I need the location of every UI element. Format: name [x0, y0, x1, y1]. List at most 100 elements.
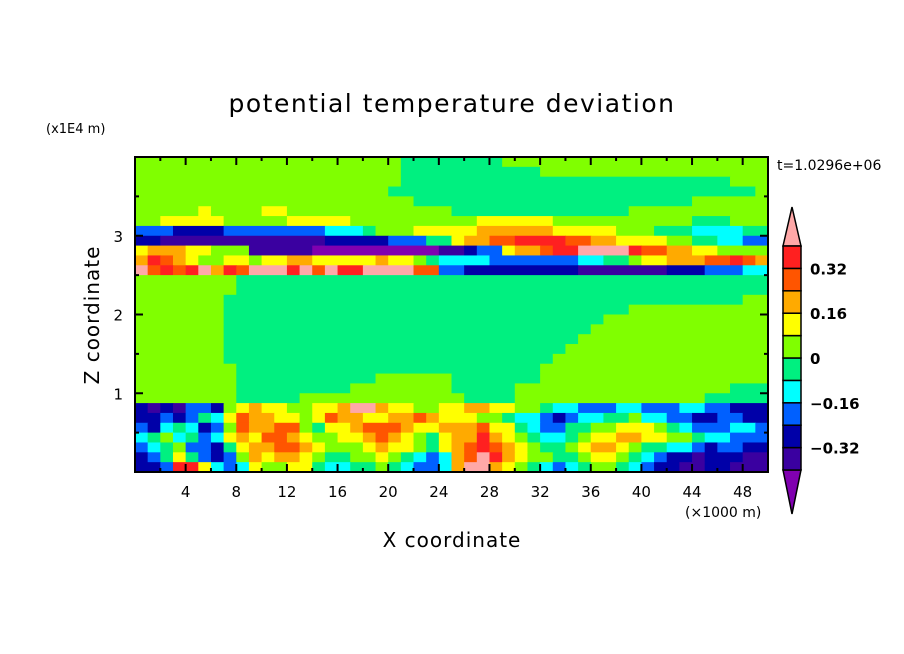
- contour-cell: [135, 442, 149, 453]
- contour-cell: [552, 412, 567, 424]
- contour-cell: [198, 462, 212, 473]
- contour-cell: [514, 383, 731, 394]
- chart-title: potential temperature deviation: [229, 89, 676, 118]
- contour-cell: [514, 432, 529, 444]
- contour-cell: [692, 216, 731, 227]
- contour-cell: [160, 403, 174, 414]
- contour-cell: [451, 462, 465, 473]
- contour-cell: [147, 442, 161, 453]
- contour-cell: [654, 225, 693, 237]
- contour-cell: [666, 245, 693, 257]
- contour-cell: [413, 462, 440, 473]
- contour-cell: [755, 255, 769, 266]
- contour-cell: [312, 245, 440, 257]
- contour-cell: [172, 265, 187, 276]
- contour-cell: [135, 412, 161, 424]
- contour-cell: [628, 245, 642, 257]
- contour-cell: [135, 206, 199, 217]
- contour-cell: [717, 245, 769, 257]
- contour-cell: [286, 216, 351, 227]
- contour-cell: [717, 235, 744, 247]
- contour-cell: [590, 452, 617, 463]
- contour-cell: [413, 452, 427, 463]
- contour-cell: [160, 235, 326, 247]
- contour-cell: [198, 422, 212, 434]
- colorbar-swatch: [782, 402, 802, 426]
- contour-cell: [135, 245, 149, 257]
- contour-cell: [210, 412, 225, 424]
- contour-cell: [704, 452, 744, 463]
- contour-cell: [742, 235, 769, 247]
- contour-cell: [160, 255, 174, 266]
- contour-cell: [692, 412, 718, 424]
- colorbar-swatch: [782, 245, 802, 270]
- contour-cell: [489, 422, 516, 434]
- contour-cell: [198, 412, 212, 424]
- contour-cell: [248, 412, 275, 424]
- contour-cell: [514, 393, 706, 404]
- contour-cell: [552, 403, 579, 414]
- contour-cell: [210, 245, 250, 257]
- x-tick-label: 36: [581, 483, 600, 501]
- contour-cell: [692, 452, 706, 463]
- contour-cell: [324, 442, 364, 453]
- contour-cell: [527, 432, 541, 444]
- contour-cell: [160, 452, 174, 463]
- contour-cell: [742, 294, 769, 306]
- contour-cell: [654, 452, 668, 463]
- contour-cell: [388, 462, 402, 473]
- contour-cell: [400, 176, 731, 188]
- contour-cell: [666, 432, 693, 444]
- contour-cell: [413, 442, 427, 453]
- contour-cell: [476, 412, 503, 424]
- contour-cell: [552, 353, 769, 365]
- contour-cell: [641, 442, 668, 453]
- contour-cell: [135, 344, 225, 355]
- contour-cell: [388, 403, 415, 414]
- contour-cell: [286, 462, 313, 473]
- contour-cell: [248, 255, 263, 266]
- colorbar-swatch: [782, 379, 802, 404]
- contour-cell: [223, 422, 237, 434]
- contour-cell: [236, 383, 351, 394]
- contour-cell: [552, 216, 693, 227]
- x-tick-label: 16: [328, 483, 347, 501]
- contour-cell: [160, 422, 174, 434]
- contour-cell: [654, 462, 680, 473]
- contour-cell: [388, 412, 415, 424]
- x-tick-label: 12: [277, 483, 296, 501]
- x-tick-label: 48: [733, 483, 752, 501]
- contour-cell: [223, 442, 237, 453]
- contour-cell: [628, 412, 642, 424]
- contour-cell: [261, 462, 288, 473]
- contour-cell: [578, 334, 769, 345]
- contour-cell: [476, 216, 554, 227]
- contour-cell: [438, 422, 478, 434]
- contour-cell: [679, 422, 693, 434]
- contour-cell: [426, 432, 440, 444]
- contour-cell: [312, 462, 326, 473]
- contour-cell: [324, 452, 351, 463]
- contour-cell: [172, 422, 187, 434]
- contour-cell: [426, 412, 440, 424]
- contour-cell: [135, 403, 149, 414]
- contour-cell: [514, 245, 541, 257]
- contour-cell: [704, 442, 718, 453]
- contour-cell: [489, 255, 579, 266]
- y-axis-label: Z coordinate: [80, 246, 104, 385]
- contour-cell: [135, 432, 149, 444]
- contour-cell: [299, 442, 313, 453]
- contour-cell: [261, 255, 288, 266]
- contour-cell: [135, 294, 225, 306]
- contour-cell: [502, 452, 516, 463]
- contour-cell: [223, 353, 554, 365]
- contour-cell: [223, 294, 744, 306]
- contour-cell: [742, 412, 769, 424]
- contour-cell: [451, 235, 465, 247]
- x-tick-label: 40: [632, 483, 651, 501]
- contour-cell: [286, 255, 313, 266]
- contour-cell: [666, 422, 680, 434]
- contour-cell: [236, 442, 250, 453]
- contour-cell: [476, 442, 491, 453]
- contour-cell: [223, 334, 579, 345]
